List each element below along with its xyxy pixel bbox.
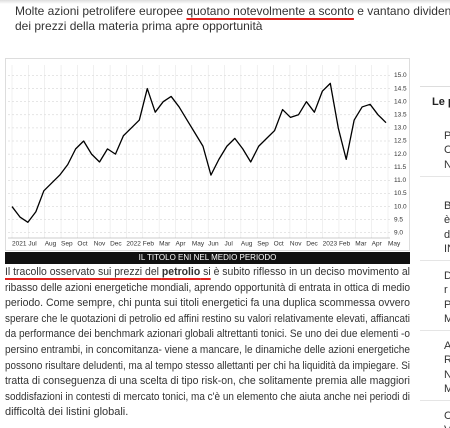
article-line: difficoltà dei listini globali. (5, 406, 129, 419)
sidebar-separator (420, 400, 450, 402)
cut-line (0, 0, 450, 4)
article-line: sperare che le quotazioni di petrolio ed… (5, 312, 410, 325)
y-tick-label: 11.0 (394, 177, 407, 184)
y-tick-label: 10.0 (394, 203, 407, 210)
x-tick-label: Dec (110, 241, 122, 248)
x-tick-label: Nov (290, 241, 302, 248)
sidebar-text: B (444, 200, 450, 212)
text-segment: si (200, 266, 211, 278)
text-segment: e vantano dividendi g (357, 4, 450, 18)
article-line: persino entrambi, in concomitanza- viene… (5, 344, 410, 356)
x-tick-label: Oct (77, 241, 87, 248)
article-line: periodo. Come sempre, chi punta sui tito… (5, 297, 410, 310)
sidebar-text: r (444, 284, 448, 297)
x-tick-label: Feb (339, 241, 351, 248)
article: Il tracollo osservato sui prezzi del pet… (5, 266, 410, 426)
article-line: da performance dei benchmark azionari gl… (5, 328, 410, 341)
sidebar-text: N (444, 158, 450, 171)
sidebar-text: d (444, 228, 450, 241)
x-tick-label: Apr (175, 241, 186, 248)
y-tick-label: 15.0 (394, 72, 407, 79)
x-tick-label: May (192, 241, 205, 248)
text-segment: quotano notevolmente a sconto (186, 4, 354, 18)
caption: IL TITOLO ENI NEL MEDIO PERIODO (5, 252, 410, 264)
sidebar-separator (420, 330, 450, 332)
y-tick-label: 10.5 (394, 190, 407, 197)
x-tick-label: Mar (355, 241, 367, 248)
sidebar-text: M (444, 312, 450, 325)
x-tick-label: May (388, 241, 401, 248)
chart: 15.0 14.5 14.0 13.5 13.0 12.5 12.0 11.5 11.0 10.5… (5, 58, 410, 251)
sidebar-text: C (444, 144, 450, 157)
sidebar-text: P (444, 130, 450, 142)
x-tick-label: Aug (45, 241, 57, 248)
sidebar: Le p PCNBèdINDrPMARNMCV (420, 0, 450, 428)
x-tick-label: Apr (372, 241, 383, 248)
sidebar-text: M (444, 382, 450, 395)
article-line: soddisfazioni in contesti di mercato ton… (5, 390, 410, 403)
y-tick-label: 12.0 (394, 151, 407, 158)
sidebar-title: Le p (432, 96, 450, 108)
text-segment: è subito riflesso in un deciso movimento… (210, 266, 410, 278)
article-line: possono risultare deludenti, ma al tempo… (5, 359, 410, 372)
x-tick-label: Oct (274, 241, 284, 248)
sidebar-text: R (444, 354, 450, 367)
article-line: tratta di conseguenza di una scelta di t… (5, 375, 410, 388)
sidebar-text: C (444, 410, 450, 422)
x-tick-label: Jul (225, 241, 234, 248)
intro-line: dei prezzi della materia prima apre oppo… (15, 19, 263, 33)
y-tick-label: 9.5 (394, 216, 403, 223)
sidebar-text: V (444, 424, 450, 428)
y-tick-label: 13.5 (394, 112, 407, 119)
chart-frame (5, 58, 410, 251)
x-tick-label: Jun (208, 241, 219, 248)
sidebar-text: è (444, 214, 450, 227)
x-tick-label: Aug (241, 241, 253, 248)
y-tick-label: 14.0 (394, 98, 407, 105)
y-tick-label: 12.5 (394, 138, 407, 145)
x-tick-label: 2023 (323, 241, 338, 248)
x-tick-label: Mar (159, 241, 171, 248)
sidebar-text: A (444, 340, 450, 352)
sidebar-text: IN (444, 242, 450, 255)
sidebar-separator (420, 260, 450, 262)
x-tick-label: 2021 (12, 241, 27, 248)
x-tick-label: Sep (257, 241, 269, 248)
x-tick-label: Nov (94, 241, 106, 248)
x-tick-label: Dec (306, 241, 318, 248)
article-line: Il tracollo osservato sui prezzi del pet… (5, 266, 410, 278)
x-tick-label: Jul (28, 241, 37, 248)
y-tick-label: 14.5 (394, 85, 407, 92)
y-tick-label: 13.0 (394, 125, 407, 132)
sidebar-text: P (444, 298, 450, 311)
y-tick-label: 9.0 (394, 229, 403, 236)
sidebar-separator (420, 175, 450, 177)
intro-line: Molte azioni petrolifere europee quotano… (15, 4, 450, 18)
text-segment: Il tracollo osservato sui prezzi del (5, 266, 162, 278)
y-tick-label: 11.5 (394, 164, 407, 171)
x-tick-label: Sep (61, 241, 73, 248)
text-segment: petrolio (161, 266, 201, 278)
text-segment: Molte azioni petrolifere europee (15, 4, 187, 18)
sidebar-text: D (444, 270, 450, 282)
price-line (11, 82, 387, 223)
x-tick-label: 2022 (126, 241, 141, 248)
x-tick-label: Feb (143, 241, 155, 248)
sidebar-border (420, 86, 450, 87)
sidebar-text: N (444, 368, 450, 381)
article-line: ribasso delle azioni energetiche mondial… (5, 281, 410, 294)
